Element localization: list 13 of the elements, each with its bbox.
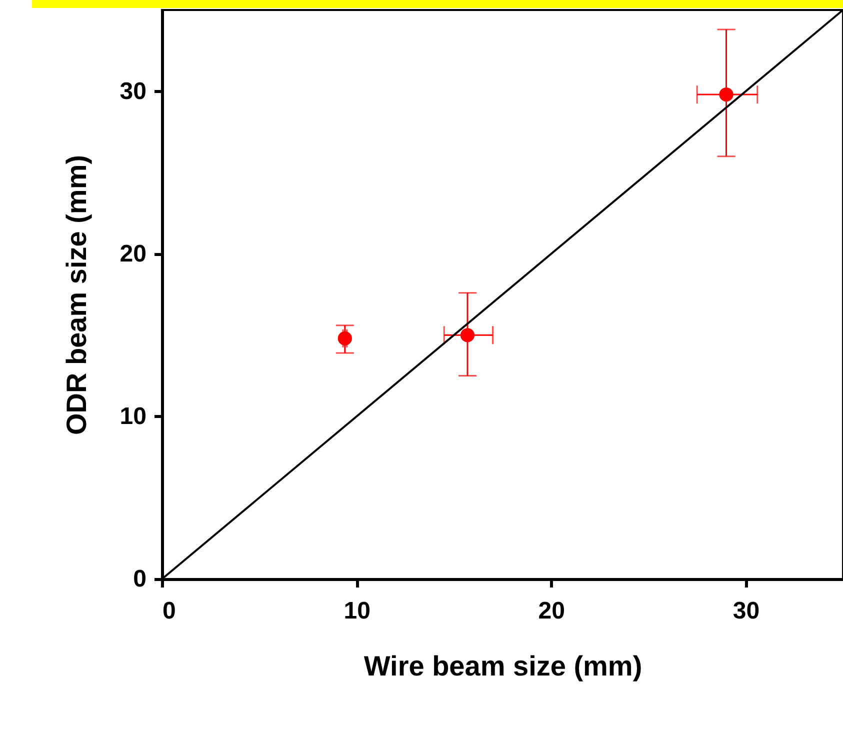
point [719,87,734,102]
y-tick-label: 20 [120,240,146,268]
x-axis-title: Wire beam size (mm) [364,650,642,682]
y-axis-title: ODR beam size (mm) [60,154,92,436]
x-tick-label: 10 [344,598,370,624]
x-tick-label: 0 [162,598,176,624]
y-tick-label: 0 [133,566,146,592]
x-tick-label: 30 [732,598,760,624]
y-tick-label: 30 [120,78,146,105]
x-tick-label: 20 [538,598,565,624]
point [460,328,475,342]
y-tick-label: 10 [120,402,146,430]
point [338,331,352,346]
